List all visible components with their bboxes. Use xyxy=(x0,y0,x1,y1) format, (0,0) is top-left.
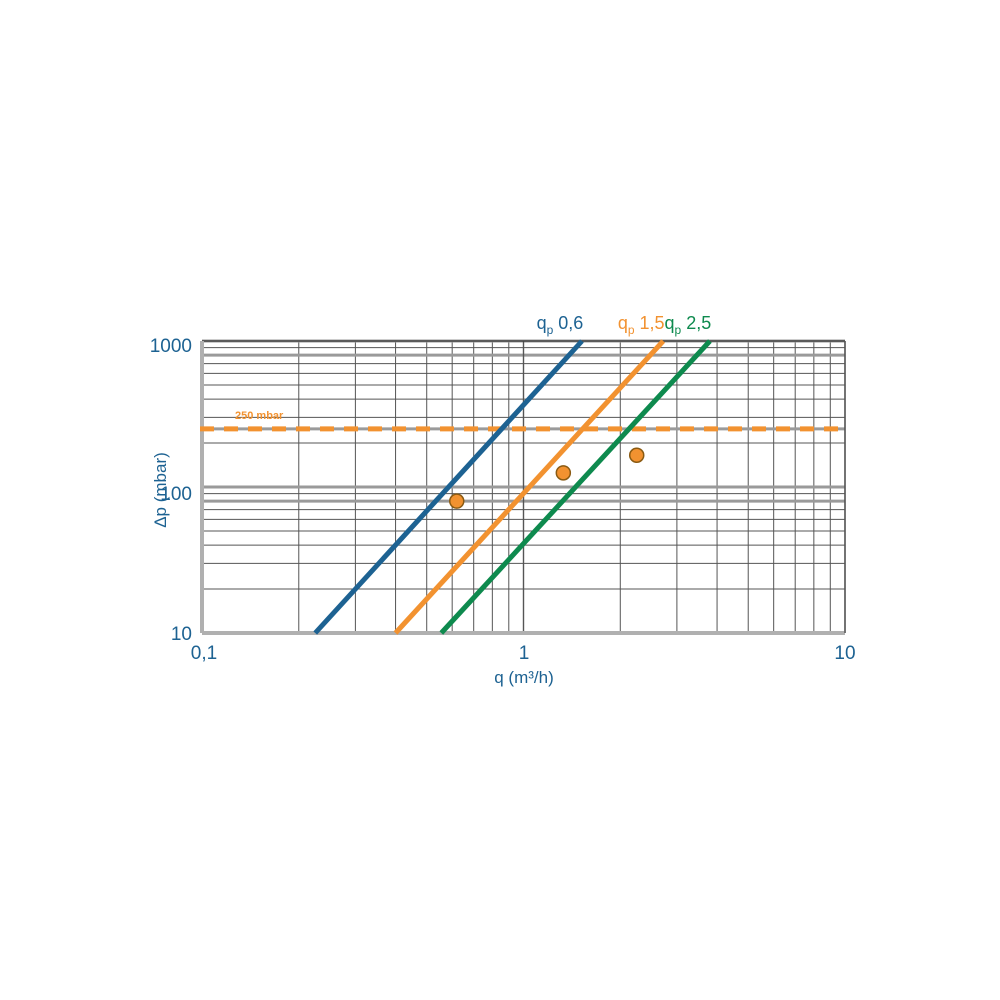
xtick-label-0-1: 0,1 xyxy=(191,643,217,664)
series-curves xyxy=(313,339,712,635)
series-line-0 xyxy=(313,339,584,635)
series-labels: qp 0,6 qp 1,5 qp 2,5 xyxy=(537,313,712,337)
data-point-marker-2 xyxy=(628,447,645,463)
plot-frame xyxy=(200,340,846,635)
series-label-0: qp 0,6 xyxy=(537,313,584,337)
ytick-label-10: 10 xyxy=(171,624,192,645)
data-point-marker-1 xyxy=(555,465,572,481)
xtick-label-1: 1 xyxy=(519,643,530,664)
series-line-2 xyxy=(439,339,712,635)
ytick-label-1000: 1000 xyxy=(150,336,192,357)
data-point-markers xyxy=(449,447,645,509)
series-label-1: qp 1,5 xyxy=(618,313,665,337)
xtick-label-10: 10 xyxy=(834,643,855,664)
series-label-2: qp 2,5 xyxy=(665,313,712,337)
y-axis-title: Δp (mbar) xyxy=(151,452,170,528)
data-point-marker-0 xyxy=(449,493,465,509)
ytick-label-100: 100 xyxy=(160,484,192,505)
x-axis-title: q (m³/h) xyxy=(494,668,554,687)
threshold-label: 250 mbar xyxy=(235,410,284,422)
series-line-1 xyxy=(393,339,666,635)
